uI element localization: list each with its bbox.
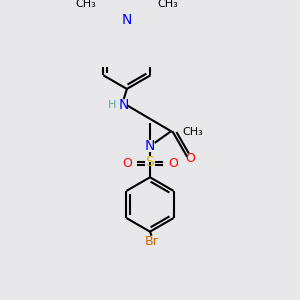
Text: Br: Br [145, 236, 158, 248]
Text: CH₃: CH₃ [158, 0, 178, 10]
Text: H: H [108, 100, 116, 110]
Text: O: O [168, 158, 178, 170]
Text: O: O [122, 158, 132, 170]
Text: CH₃: CH₃ [75, 0, 96, 10]
Text: N: N [145, 139, 155, 153]
Text: O: O [186, 152, 196, 165]
Text: N: N [122, 13, 132, 27]
Text: S: S [146, 155, 154, 169]
Text: CH₃: CH₃ [182, 128, 203, 137]
Text: N: N [118, 98, 129, 112]
